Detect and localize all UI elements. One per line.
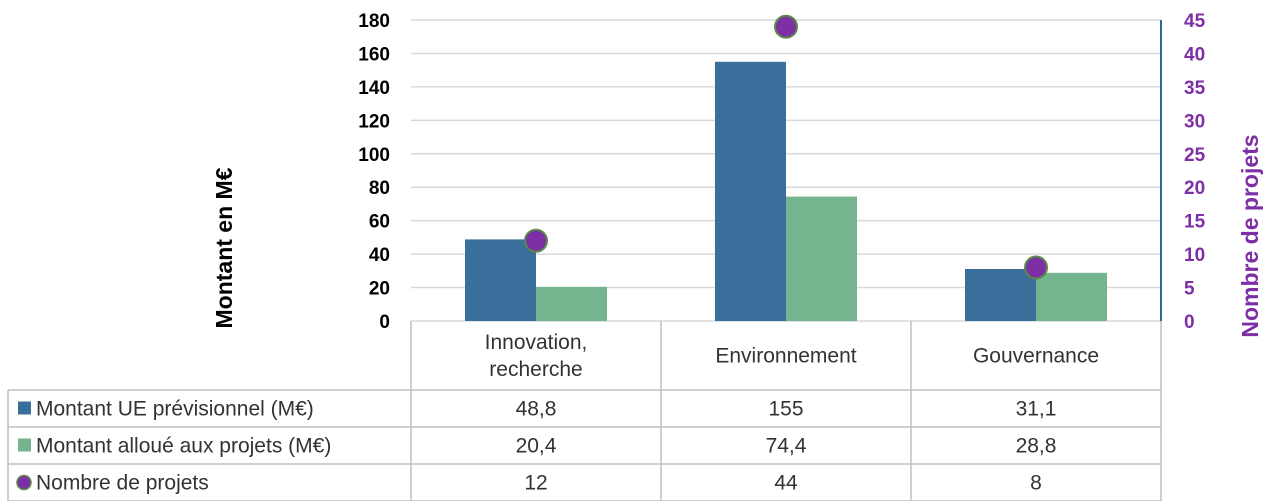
y2-tick-label: 5 (1184, 279, 1195, 300)
table-cell-value: 48,8 (516, 398, 557, 421)
bar-montant-alloue (786, 196, 857, 321)
bars (465, 61, 1107, 322)
legend-key-square (18, 438, 31, 452)
table-cell-value: 12 (524, 472, 547, 495)
category-label: Environnement (715, 345, 856, 368)
y2-tick-label: 20 (1184, 178, 1205, 199)
left-axis: 0 20 40 60 80 100 120 140 160 180 (358, 11, 390, 333)
y-tick-label: 0 (379, 312, 390, 333)
table-cell-value: 28,8 (1016, 435, 1057, 458)
legend-label: Nombre de projets (36, 472, 209, 495)
y-tick-label: 140 (358, 78, 390, 99)
table-cell-value: 31,1 (1016, 398, 1057, 421)
table-cell-value: 8 (1030, 472, 1042, 495)
bar-montant-ue (715, 61, 786, 322)
table-cell-value: 74,4 (766, 435, 807, 458)
y2-tick-label: 40 (1184, 44, 1205, 65)
bar-montant-ue (965, 268, 1036, 321)
marker-nombre-projets (1024, 255, 1048, 280)
category-label: Gouvernance (973, 345, 1099, 368)
y-tick-label: 80 (369, 178, 390, 199)
legend-key-square (18, 401, 31, 415)
y2-tick-label: 10 (1184, 245, 1205, 266)
bar-montant-alloue (1036, 272, 1107, 321)
right-axis: 0 5 10 15 20 25 30 35 40 45 (1160, 11, 1206, 333)
y-tick-label: 180 (358, 11, 390, 32)
marker-nombre-projets (524, 228, 548, 253)
bar-montant-ue (465, 239, 536, 321)
y2-axis-title: Nombre de projets (1237, 134, 1263, 337)
legend-label: Montant UE prévisionnel (M€) (36, 398, 314, 421)
y2-tick-label: 35 (1184, 78, 1206, 99)
marker-nombre-projets (774, 14, 798, 39)
data-table: Innovation, recherche Environnement Gouvern… (7, 321, 1162, 501)
markers (524, 14, 1048, 280)
table-cell-value: 155 (768, 398, 803, 421)
category-label: Innovation, recherche (485, 331, 588, 381)
y-tick-label: 160 (358, 44, 390, 65)
legend-label: Montant alloué aux projets (M€) (36, 435, 331, 458)
y-axis-title: Montant en M€ (211, 167, 237, 328)
y-tick-label: 40 (369, 245, 390, 266)
y2-tick-label: 45 (1184, 11, 1206, 32)
y-tick-label: 20 (369, 279, 390, 300)
y-tick-label: 100 (358, 145, 390, 166)
y2-tick-label: 15 (1184, 212, 1206, 233)
table-cell-value: 44 (774, 472, 798, 495)
legend-key-marker (16, 474, 32, 491)
y-tick-label: 120 (358, 111, 390, 132)
y2-tick-label: 25 (1184, 145, 1206, 166)
bar-montant-alloue (536, 286, 607, 321)
table-cell-value: 20,4 (516, 435, 557, 458)
y2-tick-label: 0 (1184, 312, 1195, 333)
y2-tick-label: 30 (1184, 111, 1205, 132)
y-tick-label: 60 (369, 212, 390, 233)
